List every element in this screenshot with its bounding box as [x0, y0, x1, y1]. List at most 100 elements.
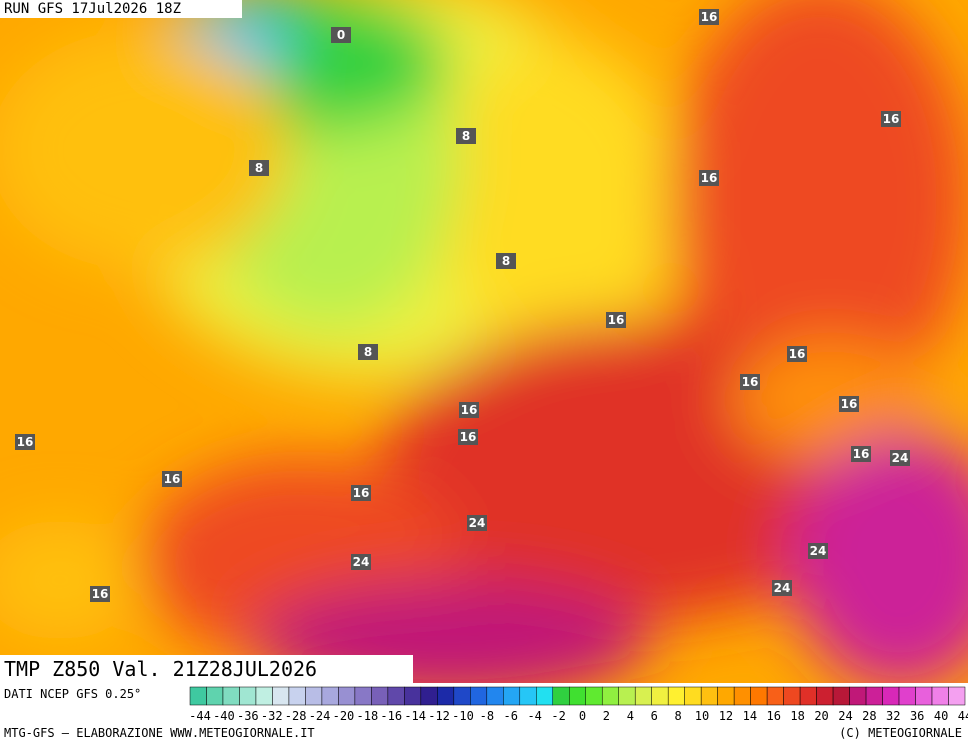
contour-label-bg [881, 111, 901, 127]
colorbar-label: 6 [651, 709, 658, 723]
source: DATI NCEP GFS 0.25° [4, 687, 142, 701]
contour-label-bg [606, 312, 626, 328]
colorbar-label: -32 [261, 709, 283, 723]
colorbar-swatch [486, 686, 504, 706]
contour-label-bg [699, 170, 719, 186]
contour-label-bg [890, 450, 910, 466]
colorbar-swatch [865, 686, 883, 706]
colorbar-label: -16 [380, 709, 402, 723]
colorbar-label: -4 [527, 709, 541, 723]
contour-label: 16 [742, 375, 759, 389]
colorbar-label: 44 [958, 709, 968, 723]
colorbar-swatch [915, 686, 933, 706]
colorbar-swatch [321, 686, 339, 706]
colorbar-swatch [717, 686, 735, 706]
contour-label: 16 [701, 10, 718, 24]
colorbar-label: 12 [719, 709, 733, 723]
colorbar-label: -18 [357, 709, 379, 723]
colorbar-label: -2 [551, 709, 565, 723]
contour-label: 16 [17, 435, 34, 449]
contour-label-bg [358, 344, 378, 360]
contour-label: 0 [337, 28, 345, 42]
colorbar-label: 24 [838, 709, 852, 723]
colorbar-swatch [783, 686, 801, 706]
colorbar-swatch [569, 686, 586, 706]
colorbar-label: -24 [309, 709, 331, 723]
colorbar-label: 10 [695, 709, 709, 723]
colorbar-swatch [536, 686, 554, 706]
colorbar-label: 4 [627, 709, 634, 723]
contour-label-bg [162, 471, 182, 487]
run-label: RUN GFS 17Jul2026 18Z [0, 0, 242, 18]
colorbar-label: -6 [504, 709, 518, 723]
colorbar-label: 16 [767, 709, 781, 723]
colorbar-swatch [437, 686, 455, 706]
contour-label-bg [331, 27, 351, 43]
colorbar-swatch [882, 686, 900, 706]
colorbar-swatch [601, 686, 619, 706]
contour-label: 16 [460, 430, 477, 444]
contour-label: 8 [255, 161, 263, 175]
contour-label: 16 [853, 447, 870, 461]
colorbar-swatch [898, 686, 916, 706]
contour-label-bg [851, 446, 871, 462]
colorbar-swatch [222, 686, 240, 706]
colorbar-swatch [305, 686, 323, 706]
colorbar-swatch [404, 686, 422, 706]
colorbar-swatch [733, 686, 751, 706]
colorbar-label: -8 [480, 709, 494, 723]
contour-label: 8 [502, 254, 510, 268]
colorbar-swatch [634, 686, 652, 706]
contour-label: 16 [92, 587, 109, 601]
colorbar-label: -14 [404, 709, 426, 723]
contour-label: 24 [774, 581, 791, 595]
temperature-map: 16 0 8 16 8 16 8 16 8 16 16 16 16 16 16 16 24 16 16 24 24 24 2… [0, 0, 968, 683]
contour-label-bg [699, 9, 719, 25]
colorbar-label: -28 [285, 709, 307, 723]
colorbar-swatch [255, 686, 273, 706]
colorbar-swatch [552, 686, 570, 706]
colorbar-swatch [700, 686, 718, 706]
contour-label-bg [740, 374, 760, 390]
colorbar-label: 18 [790, 709, 804, 723]
colorbar-label: 20 [814, 709, 828, 723]
colorbar-swatch [470, 686, 488, 706]
colorbar-label: 40 [934, 709, 948, 723]
contour-label-bg [249, 160, 269, 176]
colorbar-swatch [288, 686, 306, 706]
contour-label-bg [839, 396, 859, 412]
colorbar-swatch [206, 686, 224, 706]
colorbar-swatch [618, 686, 636, 706]
colorbar-swatch [667, 686, 685, 706]
colorbar-label: 36 [910, 709, 924, 723]
field-label: TMP Z850 Val. 21Z28JUL2026 [0, 655, 413, 683]
colorbar-swatch [519, 686, 537, 706]
contour-label-bg [458, 429, 478, 445]
contour-label: 16 [461, 403, 478, 417]
colorbar-swatch [387, 686, 405, 706]
colorbar-swatch [799, 686, 817, 706]
contour-label-bg [351, 485, 371, 501]
colorbar-swatch [189, 686, 207, 706]
colorbar-label: -40 [213, 709, 235, 723]
colorbar-swatch [338, 686, 356, 706]
colorbar-label: 2 [603, 709, 610, 723]
colorbar-label: 28 [862, 709, 876, 723]
contour-label-bg [459, 402, 479, 418]
contour-label: 16 [608, 313, 625, 327]
colorbar-label: 14 [743, 709, 757, 723]
contour-label: 16 [701, 171, 718, 185]
colorbar-label: 8 [675, 709, 682, 723]
colorbar-swatch [354, 686, 372, 706]
contour-label: 16 [353, 486, 370, 500]
contour-label: 8 [462, 129, 470, 143]
contour-label: 24 [810, 544, 827, 558]
contour-label: 16 [841, 397, 858, 411]
colorbar-label: -20 [333, 709, 355, 723]
contour-label: 8 [364, 345, 372, 359]
contour-label: 24 [353, 555, 370, 569]
colorbar-swatch [931, 686, 949, 706]
colorbar-swatch [420, 686, 438, 706]
colorbar-swatch [239, 686, 257, 706]
